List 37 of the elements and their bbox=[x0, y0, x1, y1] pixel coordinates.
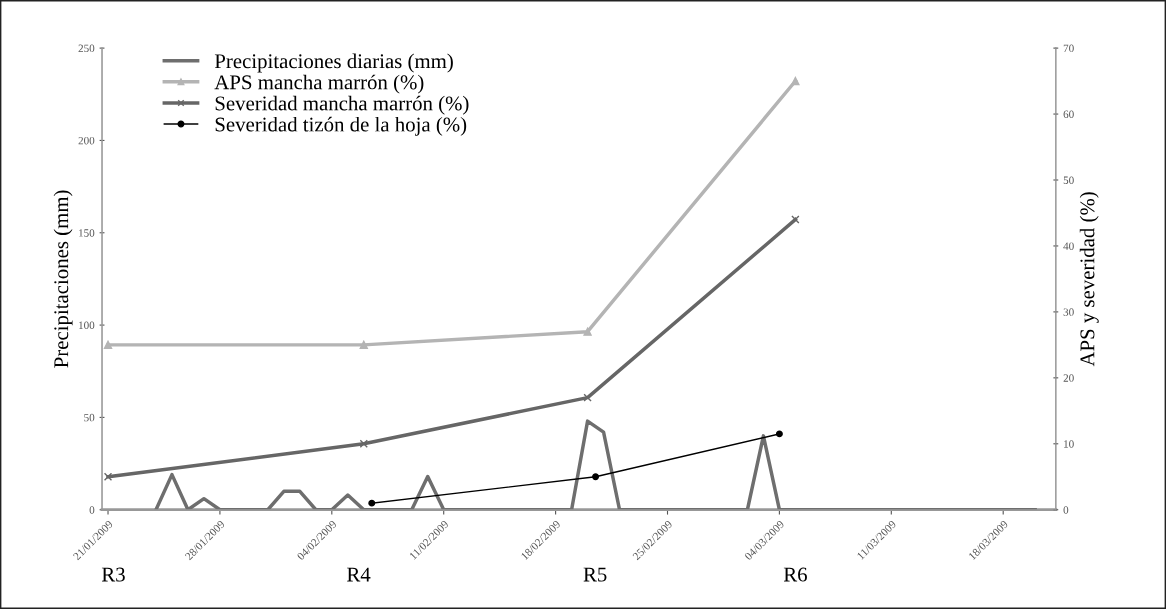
point bbox=[583, 327, 592, 336]
text: R4 bbox=[347, 567, 371, 582]
y2-tick-label: 30 bbox=[1063, 308, 1074, 316]
legend-label: APS mancha marrón (%) bbox=[214, 74, 424, 94]
y2-tick-label: 70 bbox=[1063, 44, 1074, 53]
legend-label: Precipitaciones diarias (mm) bbox=[214, 53, 453, 73]
point bbox=[791, 76, 800, 86]
y-tick-label: 250 bbox=[78, 44, 95, 53]
text: R3 bbox=[101, 567, 125, 582]
y2-tick-label: 0 bbox=[1063, 506, 1069, 514]
y-tick-label: 50 bbox=[84, 413, 95, 422]
legend-label: Severidad tizón de la hoja (%) bbox=[215, 116, 467, 136]
point bbox=[791, 215, 800, 224]
line-series bbox=[103, 215, 800, 481]
point bbox=[592, 473, 600, 481]
point bbox=[775, 430, 783, 438]
y-tick-label: 150 bbox=[79, 229, 95, 237]
point bbox=[359, 340, 368, 350]
legend-label: Severidad mancha marrón (%) bbox=[215, 95, 469, 115]
y-tick-label: 100 bbox=[79, 321, 95, 330]
y2-tick-label: 20 bbox=[1063, 374, 1074, 382]
y2-tick-label: 40 bbox=[1063, 242, 1074, 250]
point bbox=[103, 340, 113, 350]
y2-axis-title: APS y severidad (%) bbox=[1079, 192, 1099, 367]
text: R6 bbox=[783, 567, 807, 582]
text: R5 bbox=[583, 567, 607, 582]
point bbox=[583, 393, 592, 402]
y2-tick-label: 10 bbox=[1064, 440, 1074, 448]
point bbox=[103, 472, 113, 481]
y2-tick-label: 60 bbox=[1063, 110, 1074, 119]
y2-tick-label: 50 bbox=[1063, 176, 1074, 184]
line-series bbox=[154, 419, 1037, 510]
point bbox=[359, 439, 368, 448]
point bbox=[368, 499, 376, 507]
y-tick-label: 200 bbox=[78, 136, 95, 145]
y-axis-title: Precipitaciones (mm) bbox=[53, 190, 73, 368]
y-tick-label: 0 bbox=[89, 506, 95, 514]
